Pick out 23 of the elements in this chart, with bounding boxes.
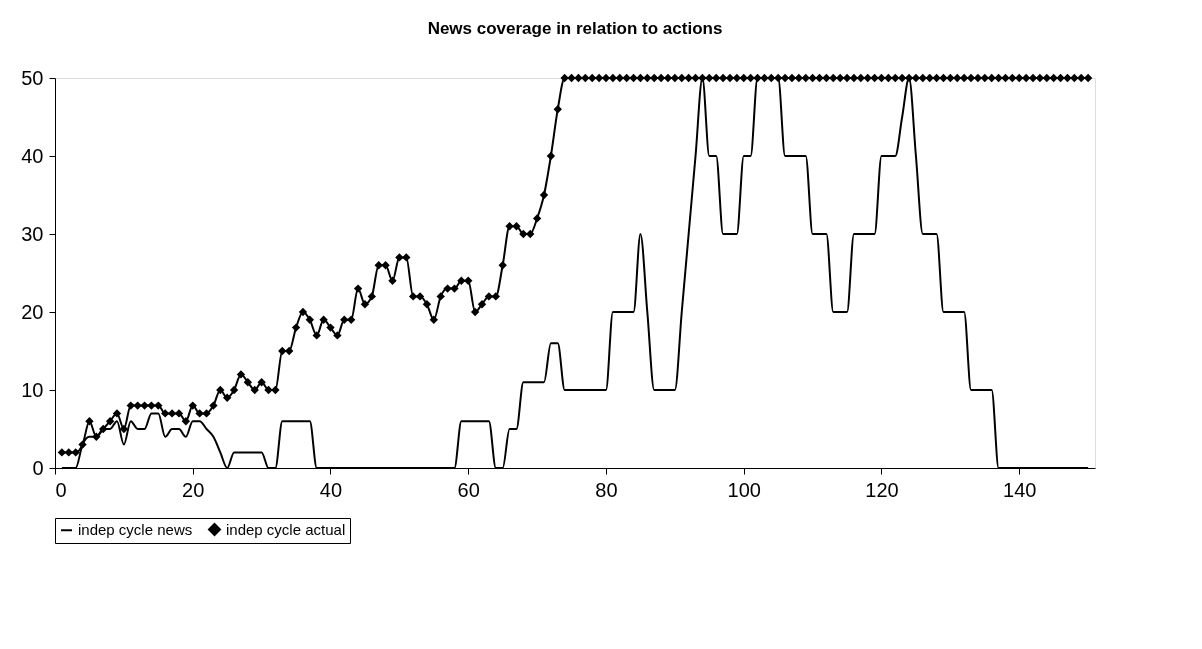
point [99,424,108,434]
legend-label: indep cycle news [78,521,193,539]
x-tick-label: 40 [319,478,343,501]
y-tick-label: 10 [21,378,44,401]
point [92,432,101,441]
x-tick-label: 60 [457,478,480,501]
x-tick-label: 140 [1003,478,1037,501]
y-tick-label: 0 [32,456,44,479]
point [698,73,707,83]
x-tick-label: 80 [595,478,618,501]
x-tick-label: 120 [865,478,899,501]
chart-title: News coverage in relation to actions [427,19,723,38]
x-tick-label: 20 [182,478,205,501]
point [78,440,87,449]
y-tick-label: 40 [21,144,44,167]
x-tick-label: 0 [55,478,67,501]
point [753,73,762,83]
y-tick-label: 50 [21,66,44,89]
y-tick-label: 30 [21,222,44,245]
legend-label: indep cycle actual [226,520,346,538]
x-tick-label: 100 [727,478,761,501]
y-tick-label: 20 [21,300,44,323]
point [760,73,769,83]
